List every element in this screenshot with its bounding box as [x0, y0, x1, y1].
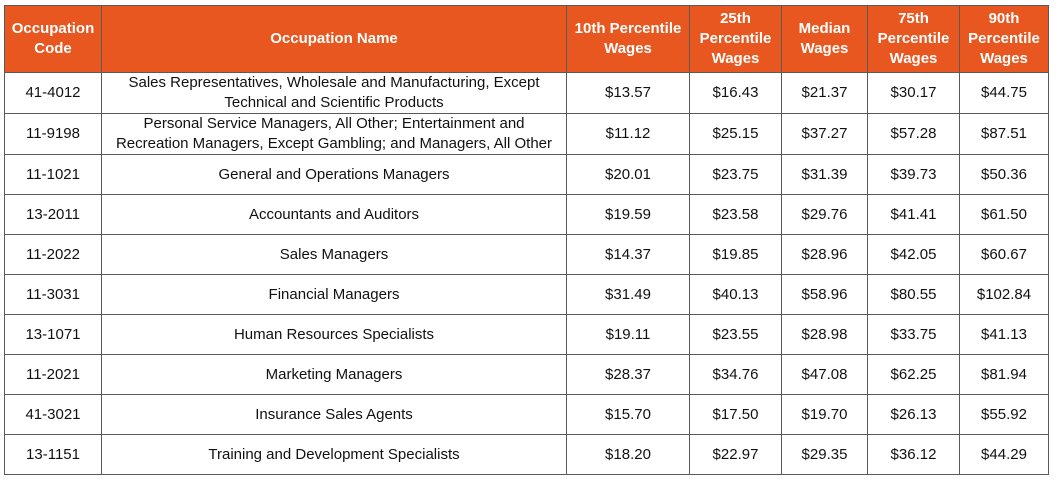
occupation-code-cell: 13-1151 — [4, 434, 102, 475]
header-occupation-code: Occupation Code — [4, 5, 102, 73]
median-wage-cell: $37.27 — [781, 113, 868, 155]
table-row: 41-3021 Insurance Sales Agents $15.70 $17.5… — [4, 394, 1049, 435]
p25-wage-cell: $19.85 — [689, 234, 782, 275]
header-occupation-name: Occupation Name — [101, 5, 567, 73]
p90-wage-cell: $44.75 — [959, 72, 1049, 114]
occupation-code-cell: 11-2021 — [4, 354, 102, 395]
p25-wage-cell: $23.75 — [689, 154, 782, 195]
p10-wage-cell: $19.59 — [566, 194, 690, 235]
p90-wage-cell: $55.92 — [959, 394, 1049, 435]
median-wage-cell: $28.96 — [781, 234, 868, 275]
table-row: 13-1151 Training and Development Speciali… — [4, 434, 1049, 475]
p25-wage-cell: $22.97 — [689, 434, 782, 475]
p75-wage-cell: $33.75 — [867, 314, 960, 355]
p75-wage-cell: $39.73 — [867, 154, 960, 195]
header-90th-percentile: 90th Percentile Wages — [959, 5, 1049, 73]
p25-wage-cell: $25.15 — [689, 113, 782, 155]
p90-wage-cell: $41.13 — [959, 314, 1049, 355]
p90-wage-cell: $61.50 — [959, 194, 1049, 235]
median-wage-cell: $31.39 — [781, 154, 868, 195]
occupation-name-cell: Human Resources Specialists — [101, 314, 567, 355]
table-row: 41-4012 Sales Representatives, Wholesale … — [4, 72, 1049, 114]
p75-wage-cell: $57.28 — [867, 113, 960, 155]
header-median: Median Wages — [781, 5, 868, 73]
p10-wage-cell: $13.57 — [566, 72, 690, 114]
occupation-code-cell: 41-4012 — [4, 72, 102, 114]
occupation-code-cell: 11-2022 — [4, 234, 102, 275]
occupation-wages-table: Occupation Code Occupation Name 10th Per… — [4, 5, 1049, 475]
table-header: Occupation Code Occupation Name 10th Per… — [4, 5, 1049, 73]
p75-wage-cell: $80.55 — [867, 274, 960, 315]
p25-wage-cell: $34.76 — [689, 354, 782, 395]
occupation-name-cell: Marketing Managers — [101, 354, 567, 395]
median-wage-cell: $19.70 — [781, 394, 868, 435]
table-row: 11-3031 Financial Managers $31.49 $40.13 $58… — [4, 274, 1049, 315]
occupation-code-cell: 41-3021 — [4, 394, 102, 435]
occupation-code-cell: 13-2011 — [4, 194, 102, 235]
median-wage-cell: $58.96 — [781, 274, 868, 315]
p75-wage-cell: $62.25 — [867, 354, 960, 395]
p25-wage-cell: $23.55 — [689, 314, 782, 355]
p25-wage-cell: $23.58 — [689, 194, 782, 235]
p75-wage-cell: $30.17 — [867, 72, 960, 114]
occupation-name-cell: Financial Managers — [101, 274, 567, 315]
header-10th-percentile: 10th Percentile Wages — [566, 5, 690, 73]
occupation-code-cell: 11-9198 — [4, 113, 102, 155]
occupation-name-cell: Training and Development Specialists — [101, 434, 567, 475]
median-wage-cell: $21.37 — [781, 72, 868, 114]
table-row: 13-1071 Human Resources Specialists $19.11… — [4, 314, 1049, 355]
p10-wage-cell: $14.37 — [566, 234, 690, 275]
p10-wage-cell: $28.37 — [566, 354, 690, 395]
p25-wage-cell: $40.13 — [689, 274, 782, 315]
p75-wage-cell: $42.05 — [867, 234, 960, 275]
p10-wage-cell: $11.12 — [566, 113, 690, 155]
p75-wage-cell: $26.13 — [867, 394, 960, 435]
occupation-name-cell: Accountants and Auditors — [101, 194, 567, 235]
p75-wage-cell: $36.12 — [867, 434, 960, 475]
p90-wage-cell: $81.94 — [959, 354, 1049, 395]
p25-wage-cell: $16.43 — [689, 72, 782, 114]
table-row: 11-9198 Personal Service Managers, All Ot… — [4, 113, 1049, 155]
occupation-name-cell: General and Operations Managers — [101, 154, 567, 195]
p90-wage-cell: $50.36 — [959, 154, 1049, 195]
p10-wage-cell: $15.70 — [566, 394, 690, 435]
occupation-name-cell: Sales Managers — [101, 234, 567, 275]
table-row: 13-2011 Accountants and Auditors $19.59 $23… — [4, 194, 1049, 235]
table-row: 11-1021 General and Operations Managers $2… — [4, 154, 1049, 195]
occupation-name-cell: Insurance Sales Agents — [101, 394, 567, 435]
occupation-code-cell: 13-1071 — [4, 314, 102, 355]
p90-wage-cell: $102.84 — [959, 274, 1049, 315]
p10-wage-cell: $19.11 — [566, 314, 690, 355]
median-wage-cell: $28.98 — [781, 314, 868, 355]
median-wage-cell: $29.35 — [781, 434, 868, 475]
header-25th-percentile: 25th Percentile Wages — [689, 5, 782, 73]
p25-wage-cell: $17.50 — [689, 394, 782, 435]
p90-wage-cell: $60.67 — [959, 234, 1049, 275]
occupation-code-cell: 11-3031 — [4, 274, 102, 315]
p10-wage-cell: $31.49 — [566, 274, 690, 315]
median-wage-cell: $29.76 — [781, 194, 868, 235]
table-body: 41-4012 Sales Representatives, Wholesale … — [4, 72, 1049, 475]
p10-wage-cell: $20.01 — [566, 154, 690, 195]
table-row: 11-2021 Marketing Managers $28.37 $34.76 $47… — [4, 354, 1049, 395]
p90-wage-cell: $87.51 — [959, 113, 1049, 155]
occupation-code-cell: 11-1021 — [4, 154, 102, 195]
p90-wage-cell: $44.29 — [959, 434, 1049, 475]
table-row: 11-2022 Sales Managers $14.37 $19.85 $28.96 $… — [4, 234, 1049, 275]
occupation-name-cell: Personal Service Managers, All Other; En… — [101, 113, 567, 155]
occupation-name-cell: Sales Representatives, Wholesale and Man… — [101, 72, 567, 114]
header-row: Occupation Code Occupation Name 10th Per… — [4, 5, 1049, 73]
p10-wage-cell: $18.20 — [566, 434, 690, 475]
p75-wage-cell: $41.41 — [867, 194, 960, 235]
wages-table-container: Occupation Code Occupation Name 10th Per… — [4, 5, 1049, 475]
header-75th-percentile: 75th Percentile Wages — [867, 5, 960, 73]
median-wage-cell: $47.08 — [781, 354, 868, 395]
